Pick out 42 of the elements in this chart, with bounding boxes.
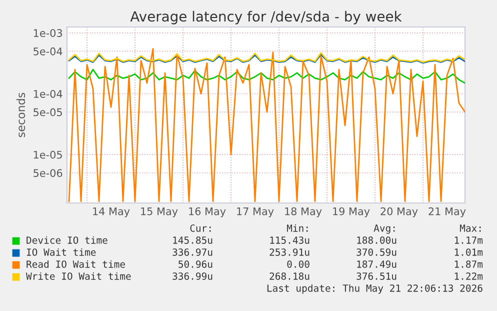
text: 187.49u xyxy=(357,260,396,268)
text: 0.00 xyxy=(287,260,310,268)
text: 376.51u xyxy=(356,272,396,280)
y-tick-label: 1e-05 xyxy=(34,150,62,159)
x-tick-label: 15 May xyxy=(141,207,178,218)
text: Last update: Thu May 21 22:06:13 2026 xyxy=(267,284,482,294)
text: 253.91u xyxy=(270,248,310,256)
text: 268.18u xyxy=(270,272,310,280)
legend-label: Device IO time xyxy=(26,236,108,244)
text: Cur: xyxy=(190,224,211,232)
text: 1.01m xyxy=(454,248,483,256)
y-axis-title: seconds xyxy=(16,92,26,138)
legend-label: Write IO Wait time xyxy=(26,272,131,280)
line-series xyxy=(68,68,465,84)
x-tick-label: 17 May xyxy=(237,207,274,218)
text: 50.96u xyxy=(178,260,212,268)
legend-label: Read IO Wait time xyxy=(26,260,125,268)
y-tick-label: 5e-05 xyxy=(34,108,62,116)
y-tick-label: 1e-04 xyxy=(34,90,62,98)
text: 336.97u xyxy=(172,248,212,256)
text: 1.22m xyxy=(454,272,483,280)
text: 115.43u xyxy=(270,236,310,244)
text: 188.00u xyxy=(357,236,396,244)
legend-label: IO Wait time xyxy=(26,248,96,256)
y-tick-label: 5e-04 xyxy=(34,47,62,56)
text: 1.87m xyxy=(454,260,483,268)
text: 370.59u xyxy=(356,248,396,256)
y-tick-label: 1e-03 xyxy=(34,29,62,37)
x-tick-label: 14 May xyxy=(93,207,130,218)
text: 145.85u xyxy=(173,236,212,244)
text: Avg: xyxy=(374,224,395,234)
x-tick-label: 18 May xyxy=(285,207,322,218)
x-tick-label: 21 May xyxy=(428,207,466,218)
y-tick-label: 5e-06 xyxy=(34,169,62,177)
x-tick-label: 20 May xyxy=(380,207,418,218)
text: Max: xyxy=(460,224,481,232)
x-tick-label: 19 May xyxy=(333,207,370,218)
text: Min: xyxy=(286,224,308,232)
text: 1.17m xyxy=(454,236,483,244)
chart-title: Average latency for /dev/sda - by week xyxy=(130,10,402,24)
text: 336.99u xyxy=(172,272,212,280)
x-tick-label: 16 May xyxy=(189,207,226,218)
